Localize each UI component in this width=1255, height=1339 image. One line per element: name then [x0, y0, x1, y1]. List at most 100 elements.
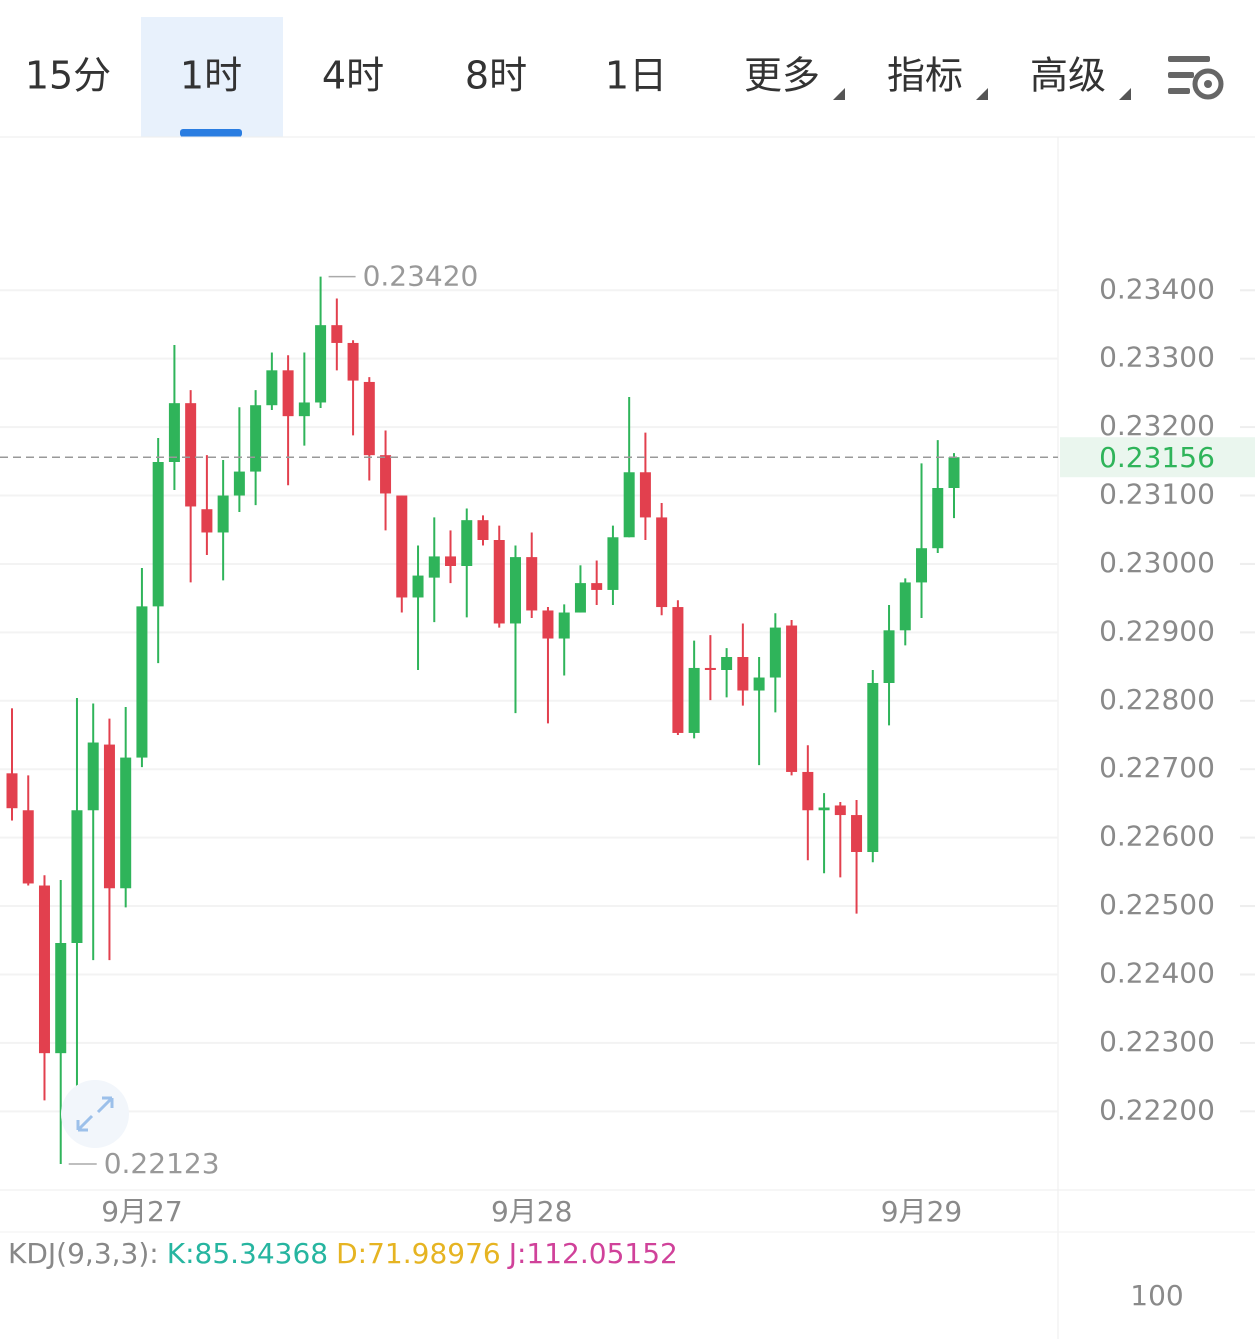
candle-body: [509, 557, 521, 624]
candle-body: [136, 606, 148, 758]
candle-body: [38, 885, 50, 1054]
tab[interactable]: 1日: [605, 54, 667, 98]
y-tick-label: 0.23000: [1099, 546, 1215, 579]
candle-body: [769, 627, 781, 678]
y-tick-label: 0.22400: [1099, 956, 1215, 989]
candle-body: [526, 557, 538, 611]
y-tick-label: 0.22900: [1099, 614, 1215, 647]
y-tick-label: 0.23100: [1099, 478, 1215, 511]
last-price-bg: [1060, 437, 1255, 478]
x-tick-label: 9月27: [101, 1195, 182, 1228]
candle-body: [721, 657, 733, 670]
candle-body: [103, 744, 115, 889]
candle-body: [461, 520, 473, 566]
candle-body: [802, 771, 814, 811]
candle-body: [6, 773, 18, 809]
candle-body: [786, 625, 798, 772]
candle-body: [916, 548, 928, 583]
candle-body: [445, 556, 457, 566]
candle-body: [704, 667, 716, 670]
candle-body: [834, 805, 846, 816]
candle-body: [380, 455, 392, 494]
last-price-label: 0.23156: [1099, 441, 1215, 474]
expand-button[interactable]: [61, 1080, 129, 1148]
candle-body: [932, 488, 944, 549]
candle-body: [574, 583, 586, 613]
candle-body: [672, 607, 684, 733]
candle-body: [477, 520, 489, 540]
tab[interactable]: 1时: [180, 54, 242, 98]
plot: 0.23400 0.23300 0.23200 0.23100 0.23000 0.229…: [0, 260, 1255, 1228]
candle-body: [71, 810, 83, 943]
candle-body: [753, 677, 765, 691]
candle-body: [688, 667, 700, 733]
candle-body: [298, 402, 310, 417]
candle-body: [623, 472, 635, 538]
y-tick-label: 0.22500: [1099, 888, 1215, 921]
candle-body: [542, 610, 554, 639]
candle-body: [233, 471, 245, 496]
tab[interactable]: 8时: [465, 54, 527, 98]
candle-body: [851, 815, 863, 852]
candle-body: [737, 657, 749, 691]
indicator-j: J:112.05152: [507, 1237, 678, 1270]
candle-body: [493, 540, 505, 624]
candle-body: [347, 342, 359, 381]
y-tick-label: 0.23300: [1099, 341, 1215, 374]
candle-body: [87, 742, 99, 811]
candle-body: [883, 630, 895, 683]
candle-body: [656, 517, 668, 608]
candle-body: [363, 381, 375, 456]
candle-body: [266, 370, 278, 406]
indicator-tick-label: 100: [1130, 1279, 1183, 1312]
max-label: 0.23420: [363, 260, 479, 293]
candle-body: [639, 472, 651, 518]
candle-body: [428, 556, 440, 578]
candle-body: [250, 405, 262, 472]
candle-body: [558, 612, 570, 639]
y-tick-label: 0.23400: [1099, 272, 1215, 305]
candle-body: [120, 757, 132, 889]
active-tab-bg: [141, 17, 283, 137]
min-label: 0.22123: [104, 1147, 220, 1180]
candle-body: [867, 683, 879, 852]
candle-body: [185, 403, 197, 507]
y-tick-label: 0.22600: [1099, 820, 1215, 853]
candle-body: [899, 582, 911, 631]
candle-body: [607, 537, 619, 590]
indicator-k: K:85.34368: [167, 1237, 328, 1270]
expand-icon: [76, 1096, 114, 1132]
candle-body: [217, 495, 229, 533]
y-tick-label: 0.22800: [1099, 683, 1215, 716]
settings-icon[interactable]: [1168, 56, 1224, 100]
candle-body: [152, 462, 164, 607]
candle-body: [331, 325, 343, 343]
candle-body: [818, 807, 830, 811]
candle-body: [201, 509, 213, 533]
tab[interactable]: 高级: [1030, 54, 1106, 98]
candle-body: [315, 325, 327, 403]
candle-body: [412, 575, 424, 598]
dropdown-arrows: [833, 88, 1131, 100]
indicator-d: D:71.98976: [336, 1237, 501, 1270]
tab-bar: 15分 1时 4时 8时 1日 更多 指标 高级: [25, 54, 1106, 98]
x-tick-label: 9月29: [881, 1195, 962, 1228]
indicator-legend: KDJ(9,3,3): K:85.34368 D:71.98976 J:112.051…: [8, 1237, 678, 1270]
candle-body: [282, 370, 294, 417]
tab[interactable]: 4时: [322, 54, 384, 98]
tab[interactable]: 指标: [887, 54, 963, 98]
candle-body: [396, 495, 408, 598]
y-tick-label: 0.22200: [1099, 1093, 1215, 1126]
y-tick-label: 0.23200: [1099, 409, 1215, 442]
candle-body: [55, 943, 67, 1054]
candle-body: [591, 583, 603, 590]
x-tick-label: 9月28: [491, 1195, 572, 1228]
candle-body: [22, 810, 34, 884]
candle-body: [168, 403, 180, 462]
candle-body: [948, 457, 960, 488]
tab[interactable]: 更多: [744, 54, 820, 98]
y-tick-label: 0.22700: [1099, 751, 1215, 784]
tab[interactable]: 15分: [25, 54, 111, 98]
indicator-name: KDJ(9,3,3):: [8, 1237, 159, 1270]
